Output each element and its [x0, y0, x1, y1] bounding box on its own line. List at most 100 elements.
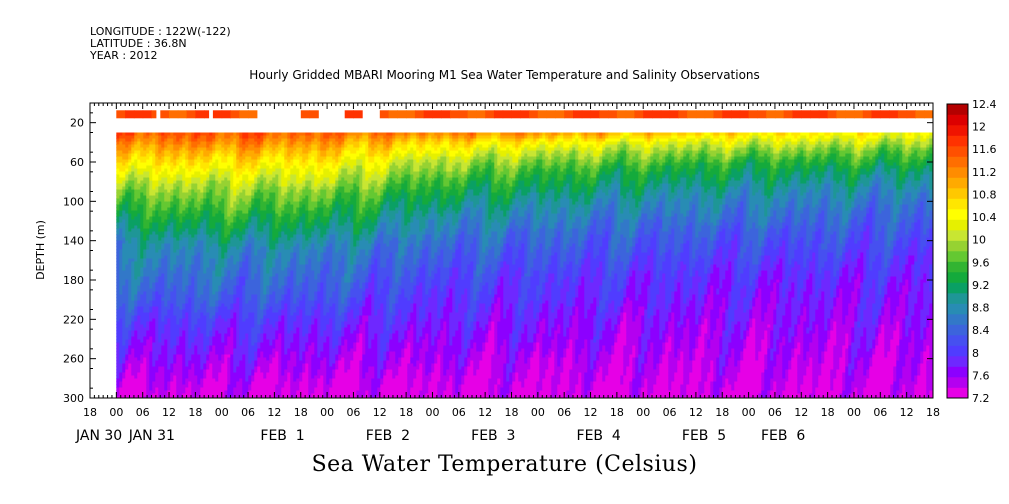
heatmap-cell	[206, 300, 210, 305]
heatmap-cell	[230, 261, 234, 266]
heatmap-cell	[224, 264, 228, 269]
heatmap-cell	[149, 198, 153, 203]
heatmap-cell	[230, 204, 234, 209]
heatmap-cell	[203, 159, 207, 164]
heatmap-cell	[146, 345, 150, 350]
heatmap-cell	[221, 327, 225, 332]
heatmap-cell	[224, 315, 228, 320]
heatmap-cell	[233, 156, 237, 161]
heatmap-cell	[134, 147, 138, 152]
heatmap-cell	[224, 171, 228, 176]
heatmap-cell	[155, 375, 159, 380]
heatmap-cell	[161, 330, 165, 335]
heatmap-cell	[125, 333, 129, 338]
heatmap-cell	[158, 267, 162, 272]
heatmap-cell	[230, 213, 234, 218]
heatmap-cell	[119, 183, 123, 188]
heatmap-cell	[173, 321, 177, 326]
heatmap-cell	[194, 186, 198, 191]
heatmap-cell	[164, 219, 168, 224]
heatmap-cell	[173, 300, 177, 305]
heatmap-cell	[119, 378, 123, 383]
heatmap-cell	[161, 201, 165, 206]
heatmap-cell	[242, 147, 246, 152]
heatmap-cell	[221, 168, 225, 173]
heatmap-cell	[149, 309, 153, 314]
heatmap-cell	[122, 279, 126, 284]
heatmap-cell	[140, 294, 144, 299]
heatmap-cell	[188, 180, 192, 185]
heatmap-cell	[122, 375, 126, 380]
heatmap-cell	[230, 171, 234, 176]
heatmap-cell	[191, 189, 195, 194]
heatmap-cell	[164, 297, 168, 302]
heatmap-cell	[158, 321, 162, 326]
heatmap-cell	[143, 369, 147, 374]
heatmap-cell	[239, 171, 243, 176]
heatmap-cell	[212, 381, 216, 386]
heatmap-cell	[131, 393, 135, 398]
heatmap-cell	[140, 213, 144, 218]
heatmap-cell	[170, 273, 174, 278]
heatmap-cell	[233, 141, 237, 146]
heatmap-cell	[185, 282, 189, 287]
heatmap-cell	[185, 216, 189, 221]
heatmap-cell	[185, 231, 189, 236]
heatmap-cell	[197, 228, 201, 233]
heatmap-cell	[131, 297, 135, 302]
heatmap-cell	[158, 387, 162, 392]
heatmap-cell	[149, 219, 153, 224]
heatmap-cell	[143, 351, 147, 356]
heatmap-cell	[164, 330, 168, 335]
heatmap-cell	[152, 387, 156, 392]
heatmap-cell	[179, 324, 183, 329]
heatmap-cell	[152, 318, 156, 323]
heatmap-cell	[209, 174, 213, 179]
heatmap-cell	[149, 261, 153, 266]
heatmap-cell	[233, 297, 237, 302]
heatmap-cell	[218, 372, 222, 377]
heatmap-cell	[122, 237, 126, 242]
heatmap-cell	[224, 336, 228, 341]
heatmap-cell	[116, 255, 120, 260]
heatmap-cell	[209, 393, 213, 398]
heatmap-cell	[125, 147, 129, 152]
heatmap-cell	[203, 324, 207, 329]
heatmap-cell	[221, 396, 225, 398]
heatmap-cell	[164, 384, 168, 389]
heatmap-cell	[143, 204, 147, 209]
heatmap-cell	[128, 147, 132, 152]
heatmap-cell	[188, 252, 192, 257]
heatmap-cell	[149, 240, 153, 245]
heatmap-cell	[140, 204, 144, 209]
heatmap-cell	[215, 339, 219, 344]
heatmap-cell	[206, 183, 210, 188]
heatmap-cell	[185, 291, 189, 296]
heatmap-cell	[230, 216, 234, 221]
heatmap-cell	[209, 285, 213, 290]
heatmap-cell	[164, 177, 168, 182]
heatmap-cell	[170, 159, 174, 164]
heatmap-cell	[161, 231, 165, 236]
heatmap-cell	[206, 384, 210, 389]
heatmap-cell	[155, 294, 159, 299]
heatmap-cell	[209, 243, 213, 248]
heatmap-cell	[170, 351, 174, 356]
heatmap-cell	[176, 348, 180, 353]
heatmap-cell	[116, 384, 120, 389]
heatmap-cell	[236, 285, 240, 290]
heatmap-cell	[143, 246, 147, 251]
heatmap-cell	[179, 354, 183, 359]
heatmap-cell	[161, 255, 165, 260]
heatmap-cell	[125, 225, 129, 230]
heatmap-cell	[191, 153, 195, 158]
heatmap-cell	[164, 195, 168, 200]
heatmap-cell	[188, 144, 192, 149]
heatmap-cell	[155, 210, 159, 215]
heatmap-cell	[170, 237, 174, 242]
heatmap-cell	[158, 279, 162, 284]
heatmap-cell	[185, 363, 189, 368]
heatmap-cell	[149, 303, 153, 308]
heatmap-cell	[224, 177, 228, 182]
heatmap-cell	[179, 312, 183, 317]
